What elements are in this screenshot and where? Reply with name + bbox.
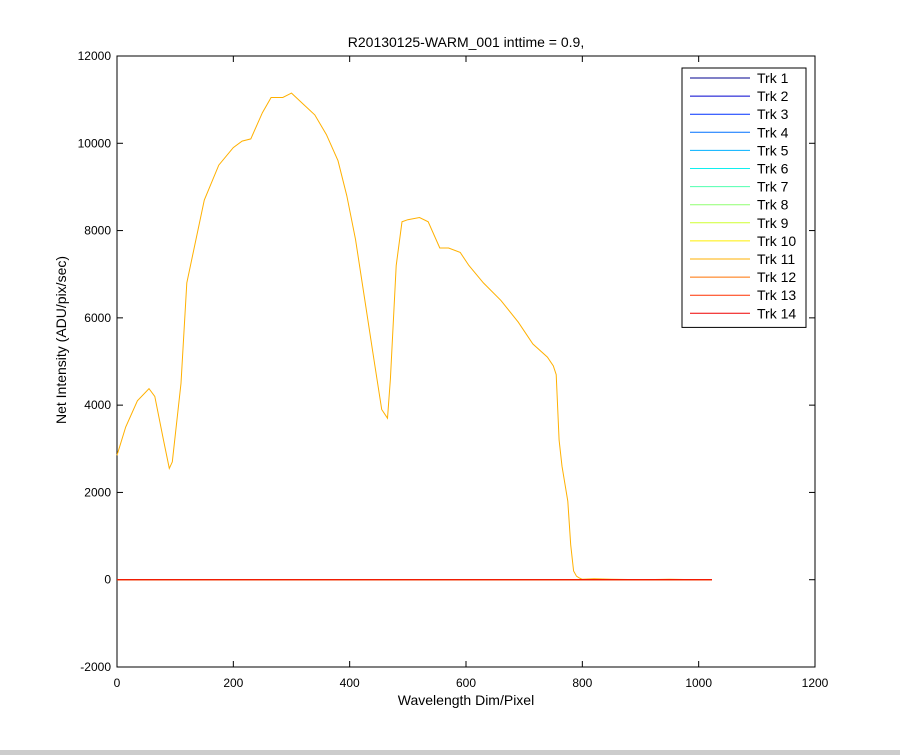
x-tick-label: 800 — [572, 676, 592, 690]
y-tick-label: 2000 — [84, 485, 111, 499]
y-tick-label: -2000 — [80, 660, 111, 674]
legend-label: Trk 8 — [757, 197, 789, 213]
y-tick-label: 6000 — [84, 311, 111, 325]
x-tick-label: 1000 — [685, 676, 712, 690]
y-tick-label: 10000 — [78, 136, 112, 150]
legend-label: Trk 13 — [757, 287, 796, 303]
y-axis-label: Net Intensity (ADU/pix/sec) — [53, 256, 69, 424]
legend-label: Trk 6 — [757, 161, 789, 177]
x-tick-label: 400 — [340, 676, 360, 690]
series-layer — [116, 92, 712, 581]
x-axis-label: Wavelength Dim/Pixel — [398, 692, 534, 708]
x-tick-label: 0 — [114, 676, 121, 690]
x-tick-label: 1200 — [802, 676, 829, 690]
legend: Trk 1 Trk 2 Trk 3 Trk 4 Trk 5 Trk 6 Trk 7 Trk 8… — [681, 67, 807, 328]
legend-label: Trk 9 — [757, 215, 789, 231]
legend-box — [681, 67, 807, 328]
y-tick-label: 12000 — [78, 49, 112, 63]
legend-label: Trk 3 — [757, 106, 789, 122]
legend-label: Trk 4 — [757, 124, 789, 140]
legend-label: Trk 1 — [757, 70, 789, 86]
y-tick-label: 8000 — [84, 224, 111, 238]
y-tick-label: 0 — [104, 573, 111, 587]
y-tick-label: 4000 — [84, 398, 111, 412]
x-tick-label: 600 — [456, 676, 476, 690]
legend-label: Trk 14 — [757, 305, 796, 321]
legend-label: Trk 2 — [757, 88, 789, 104]
legend-label: Trk 5 — [757, 142, 789, 158]
legend-label: Trk 12 — [757, 269, 796, 285]
x-tick-label: 200 — [223, 676, 243, 690]
legend-label: Trk 7 — [757, 179, 789, 195]
legend-label: Trk 10 — [757, 233, 796, 249]
legend-label: Trk 11 — [757, 251, 795, 267]
axis-ticks: 0 200 400 600 800 1000 1200-200002000400060008… — [78, 49, 829, 690]
series-line-trk-11 — [116, 92, 712, 581]
chart-title: R20130125-WARM_001 inttime = 0.9, — [348, 34, 584, 50]
